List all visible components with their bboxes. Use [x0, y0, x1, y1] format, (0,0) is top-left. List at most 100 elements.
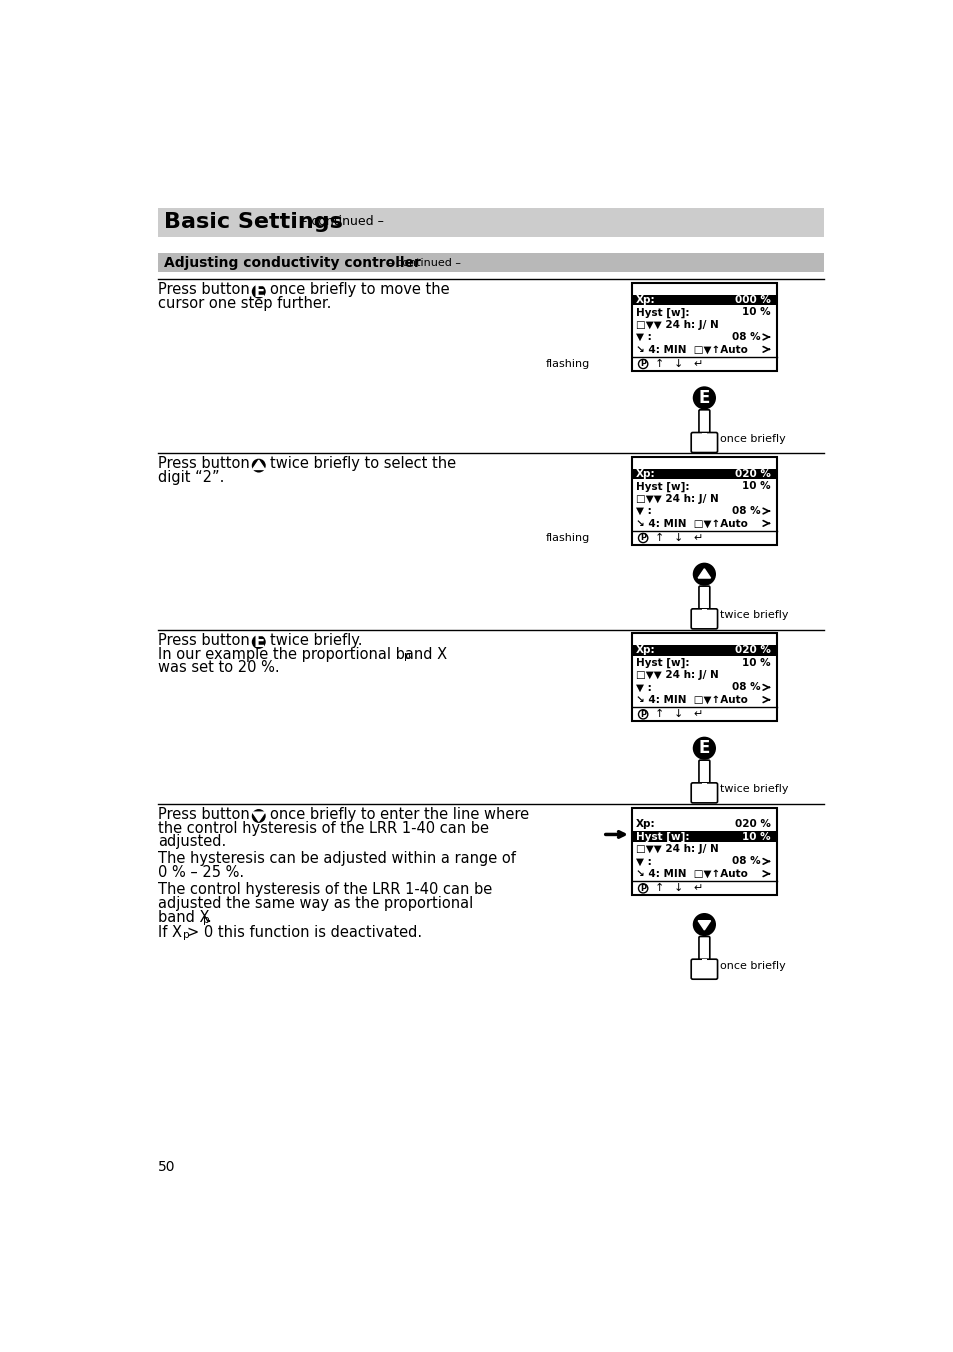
- Text: ↓: ↓: [674, 533, 682, 544]
- Text: ↘ 4: MIN  □▼↑Auto: ↘ 4: MIN □▼↑Auto: [636, 695, 747, 704]
- Text: once briefly to move the: once briefly to move the: [270, 283, 450, 297]
- Bar: [632, 634, 777, 721]
- Text: flashing: flashing: [545, 360, 589, 369]
- Text: ↓: ↓: [674, 883, 682, 894]
- Text: □▼▼ 24 h: J/ N: □▼▼ 24 h: J/ N: [636, 844, 719, 854]
- Circle shape: [692, 913, 716, 936]
- Text: adjusted.: adjusted.: [158, 834, 226, 849]
- Text: p: p: [183, 930, 190, 940]
- Text: Press button: Press button: [158, 807, 250, 822]
- Text: Press button: Press button: [158, 283, 250, 297]
- Circle shape: [692, 387, 716, 410]
- Text: ↑: ↑: [654, 533, 663, 544]
- FancyBboxPatch shape: [691, 959, 717, 979]
- Text: ▼ :: ▼ :: [636, 333, 651, 342]
- Bar: [633, 295, 776, 306]
- Text: 10 %: 10 %: [741, 657, 770, 668]
- Text: P: P: [639, 534, 645, 542]
- Text: 08 %: 08 %: [731, 683, 760, 692]
- FancyBboxPatch shape: [691, 433, 717, 453]
- Polygon shape: [698, 921, 710, 930]
- Text: Basic Settings: Basic Settings: [164, 212, 343, 233]
- Text: Xp:: Xp:: [636, 645, 655, 656]
- Bar: [633, 831, 776, 842]
- Text: E: E: [698, 389, 709, 407]
- Text: 08 %: 08 %: [731, 333, 760, 342]
- Text: flashing: flashing: [545, 533, 589, 544]
- FancyBboxPatch shape: [699, 587, 709, 612]
- Text: – continued –: – continued –: [386, 258, 460, 269]
- Circle shape: [638, 534, 647, 542]
- Text: Xp:: Xp:: [636, 819, 655, 829]
- Bar: [700, 783, 706, 786]
- Text: □▼▼ 24 h: J/ N: □▼▼ 24 h: J/ N: [636, 493, 719, 504]
- FancyBboxPatch shape: [699, 937, 709, 964]
- Circle shape: [252, 458, 266, 473]
- Circle shape: [252, 285, 266, 299]
- Text: the control hysteresis of the LRR 1-40 can be: the control hysteresis of the LRR 1-40 c…: [158, 821, 489, 836]
- Text: p: p: [203, 914, 210, 925]
- Text: ▼ :: ▼ :: [636, 506, 651, 516]
- Text: In our example the proportional band X: In our example the proportional band X: [158, 646, 447, 661]
- Text: ↘ 4: MIN  □▼↑Auto: ↘ 4: MIN □▼↑Auto: [636, 345, 747, 354]
- Text: band X: band X: [158, 910, 210, 925]
- Circle shape: [692, 562, 716, 585]
- Circle shape: [252, 635, 266, 649]
- Bar: [158, 208, 823, 237]
- Circle shape: [252, 808, 266, 823]
- Text: digit “2”.: digit “2”.: [158, 470, 224, 485]
- Text: Hyst [w]:: Hyst [w]:: [636, 481, 689, 492]
- Text: ↑: ↑: [654, 360, 663, 369]
- Text: If X: If X: [158, 925, 182, 940]
- Text: ↑: ↑: [654, 710, 663, 719]
- Circle shape: [638, 710, 647, 719]
- Text: 08 %: 08 %: [731, 856, 760, 867]
- Text: ↵: ↵: [693, 710, 702, 719]
- Text: □▼▼ 24 h: J/ N: □▼▼ 24 h: J/ N: [636, 319, 719, 330]
- Polygon shape: [253, 460, 265, 469]
- Text: Hyst [w]:: Hyst [w]:: [636, 657, 689, 668]
- FancyBboxPatch shape: [699, 760, 709, 787]
- Text: E: E: [253, 283, 264, 300]
- Text: p: p: [403, 652, 410, 661]
- Polygon shape: [698, 569, 710, 579]
- Text: 000 %: 000 %: [735, 295, 770, 306]
- Text: ↵: ↵: [693, 533, 702, 544]
- Text: □▼▼ 24 h: J/ N: □▼▼ 24 h: J/ N: [636, 671, 719, 680]
- Text: twice briefly.: twice briefly.: [270, 633, 362, 648]
- Text: once briefly: once briefly: [720, 961, 785, 971]
- Text: ▼ :: ▼ :: [636, 683, 651, 692]
- Bar: [632, 283, 777, 370]
- Bar: [632, 807, 777, 895]
- Text: Hyst [w]:: Hyst [w]:: [636, 307, 689, 318]
- Text: 50: 50: [158, 1160, 175, 1174]
- Text: The control hysteresis of the LRR 1-40 can be: The control hysteresis of the LRR 1-40 c…: [158, 883, 492, 898]
- Text: The hysteresis can be adjusted within a range of: The hysteresis can be adjusted within a …: [158, 852, 516, 867]
- Text: 020 %: 020 %: [735, 819, 770, 829]
- Bar: [633, 469, 776, 480]
- Text: once briefly to enter the line where: once briefly to enter the line where: [270, 807, 529, 822]
- Text: once briefly: once briefly: [720, 434, 785, 443]
- Circle shape: [638, 884, 647, 892]
- Text: E: E: [253, 633, 264, 650]
- Text: 10 %: 10 %: [741, 481, 770, 491]
- Text: ↵: ↵: [693, 360, 702, 369]
- Text: P: P: [639, 710, 645, 719]
- Text: > 0 this function is deactivated.: > 0 this function is deactivated.: [187, 925, 422, 940]
- Text: 10 %: 10 %: [741, 831, 770, 842]
- Bar: [700, 433, 706, 435]
- Text: adjusted the same way as the proportional: adjusted the same way as the proportiona…: [158, 896, 473, 911]
- Text: ↓: ↓: [674, 710, 682, 719]
- Text: ▼ :: ▼ :: [636, 856, 651, 867]
- Bar: [700, 959, 706, 963]
- Bar: [633, 645, 776, 656]
- Text: Adjusting conductivity controller: Adjusting conductivity controller: [164, 256, 420, 270]
- Text: – continued –: – continued –: [301, 215, 384, 228]
- Text: twice briefly to select the: twice briefly to select the: [270, 457, 456, 472]
- Text: twice briefly: twice briefly: [720, 784, 787, 795]
- Polygon shape: [253, 813, 265, 822]
- FancyBboxPatch shape: [699, 410, 709, 437]
- Text: P: P: [639, 884, 645, 892]
- Text: ↵: ↵: [693, 883, 702, 894]
- Text: P: P: [639, 360, 645, 369]
